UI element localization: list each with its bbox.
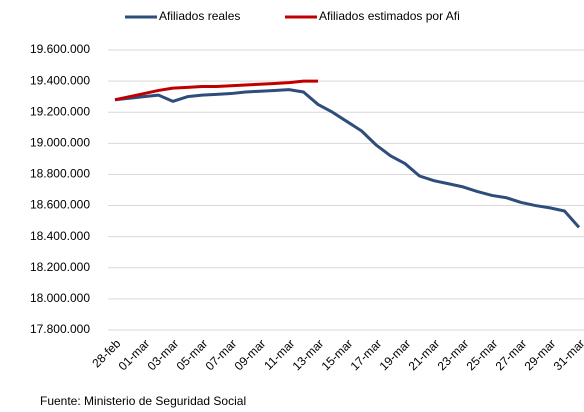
x-tick-label: 09-mar (232, 336, 269, 373)
y-tick-label: 19.400.000 (30, 73, 90, 87)
x-tick-label: 29-mar (522, 336, 559, 373)
y-tick-label: 19.000.000 (30, 136, 90, 150)
x-tick-label: 13-mar (290, 336, 327, 373)
y-tick-label: 19.200.000 (30, 104, 90, 118)
legend-label: Afiliados estimados por Afi (319, 9, 460, 23)
series-line (114, 79, 318, 102)
x-tick-label: 31-mar (551, 336, 584, 373)
x-tick-label: 11-mar (261, 336, 297, 372)
x-tick-label: 21-mar (406, 336, 443, 373)
x-tick-label: 07-mar (203, 336, 240, 373)
x-tick-label: 19-mar (377, 336, 414, 373)
x-tick-label: 03-mar (145, 336, 182, 373)
legend-label: Afiliados reales (159, 9, 240, 23)
y-tick-label: 17.800.000 (30, 322, 90, 336)
x-tick-label: 27-mar (493, 336, 530, 373)
y-tick-label: 18.200.000 (30, 260, 90, 274)
y-tick-label: 18.000.000 (30, 291, 90, 305)
x-tick-label: 23-mar (435, 336, 472, 373)
x-tick-label: 17-mar (348, 336, 385, 373)
x-tick-label: 05-mar (174, 336, 211, 373)
source-note: Fuente: Ministerio de Seguridad Social (40, 394, 246, 408)
y-tick-label: 18.400.000 (30, 229, 90, 243)
y-tick-label: 18.600.000 (30, 198, 90, 212)
y-tick-label: 18.800.000 (30, 167, 90, 181)
series-line (114, 88, 581, 229)
x-tick-label: 15-mar (319, 336, 356, 373)
x-tick-label: 01-mar (116, 336, 153, 373)
y-tick-label: 19.600.000 (30, 42, 90, 56)
x-tick-label: 25-mar (464, 336, 501, 373)
